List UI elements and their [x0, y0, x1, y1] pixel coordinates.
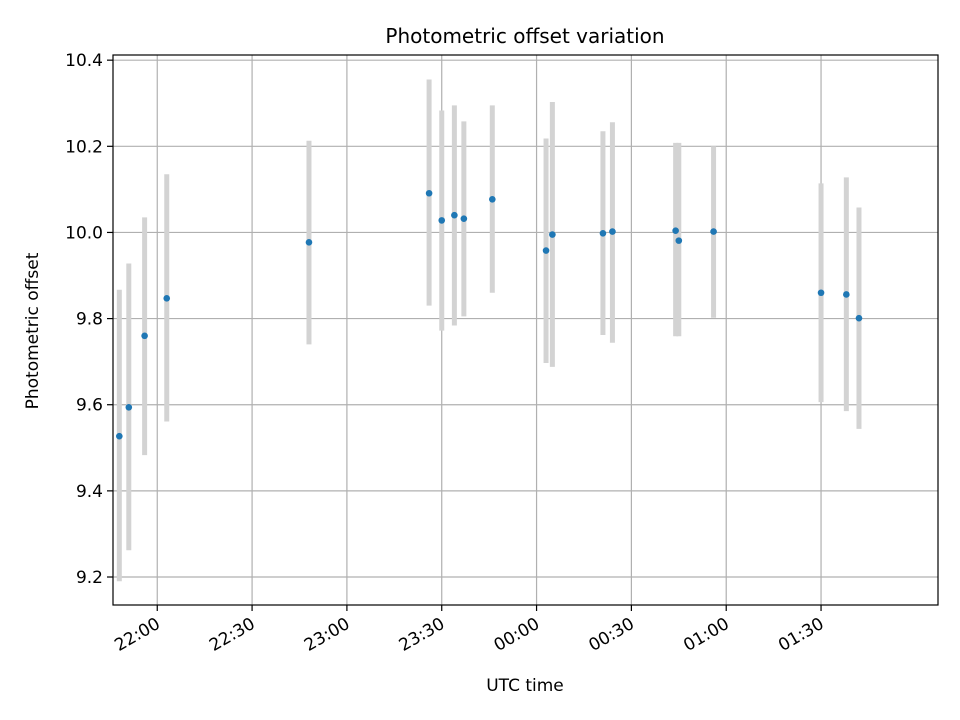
data-point: [460, 215, 468, 222]
y-tick-label: 9.8: [76, 310, 103, 330]
chart-title: Photometric offset variation: [385, 24, 664, 48]
y-tick-label: 9.2: [76, 568, 103, 588]
y-tick-label: 10.0: [65, 223, 103, 243]
data-point: [549, 231, 556, 238]
data-point: [116, 432, 123, 440]
data-points: [116, 189, 863, 440]
x-axis-label: UTC time: [486, 676, 564, 696]
data-point: [425, 189, 433, 197]
data-point: [675, 237, 683, 244]
data-point: [672, 227, 679, 235]
plot-area-frame: [112, 54, 939, 606]
data-point: [305, 239, 313, 246]
data-point: [451, 211, 458, 219]
data-point: [141, 332, 148, 340]
data-point: [609, 228, 616, 235]
grid: [113, 55, 938, 605]
data-point: [489, 195, 496, 203]
data-point: [599, 230, 607, 237]
data-point: [855, 314, 863, 322]
data-point: [542, 247, 550, 254]
y-axis-label: Photometric offset: [23, 252, 43, 409]
data-point: [163, 295, 171, 302]
y-tick-label: 9.6: [76, 396, 103, 416]
data-point: [710, 228, 717, 235]
data-point: [843, 291, 850, 298]
data-point: [125, 404, 133, 411]
data-point: [438, 217, 446, 224]
y-tick-label: 10.4: [65, 51, 103, 71]
data-point: [817, 289, 825, 297]
y-tick-label: 10.2: [65, 137, 103, 157]
y-tick-label: 9.4: [76, 482, 103, 502]
